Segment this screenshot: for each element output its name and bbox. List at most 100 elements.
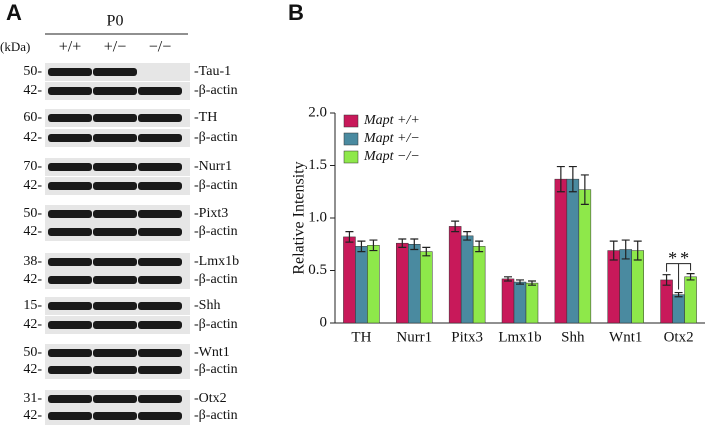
- bar: [472, 246, 486, 324]
- bar: [525, 282, 539, 324]
- significance-bracket: [666, 263, 692, 290]
- band: [48, 302, 92, 310]
- error-bar: [609, 240, 618, 261]
- protein-label: -Pixt3: [194, 206, 228, 221]
- band: [93, 276, 137, 284]
- marker-label: 42-: [23, 224, 42, 239]
- protein-label: -Tau-1: [194, 64, 231, 79]
- marker-label: 60-: [23, 110, 42, 125]
- panel-label: A: [6, 0, 22, 25]
- bar: [607, 250, 620, 324]
- actin-label: -β-actin: [194, 317, 238, 332]
- band: [48, 134, 92, 142]
- band: [93, 349, 137, 357]
- band: [93, 210, 137, 218]
- x-tick-label: TH: [351, 329, 371, 345]
- marker-label: 42-: [23, 317, 42, 332]
- y-tick-label: 2.0: [308, 104, 327, 120]
- band: [138, 210, 182, 218]
- protein-label: -Nurr1: [194, 159, 232, 174]
- band: [93, 228, 137, 236]
- band: [138, 87, 182, 95]
- x-tick-label: Wnt1: [609, 329, 642, 345]
- band: [93, 321, 137, 329]
- protein-label: -Otx2: [194, 391, 227, 406]
- legend-swatch: [343, 132, 359, 146]
- protein-label: -TH: [194, 110, 217, 125]
- band: [138, 163, 182, 171]
- legend-label: Mapt +/−: [363, 131, 420, 146]
- band: [48, 395, 92, 403]
- band: [93, 87, 137, 95]
- legend-swatch: [343, 150, 359, 164]
- y-tick-label: 0: [320, 314, 328, 330]
- legend-label: Mapt +/+: [363, 113, 420, 128]
- actin-label: -β-actin: [194, 362, 238, 377]
- y-axis-label: Relative Intensity: [291, 161, 308, 274]
- marker-label: 42-: [23, 272, 42, 287]
- bar: [343, 236, 356, 324]
- error-bar: [345, 231, 354, 243]
- bar: [367, 245, 380, 324]
- band: [93, 395, 137, 403]
- band: [93, 366, 137, 374]
- bar: [513, 281, 527, 324]
- bar: [554, 178, 568, 324]
- error-bar: [633, 240, 642, 261]
- marker-label: 15-: [23, 298, 42, 313]
- band: [93, 258, 137, 266]
- band: [48, 412, 92, 420]
- band: [138, 134, 182, 142]
- error-bar: [662, 274, 671, 286]
- actin-label: -β-actin: [194, 83, 238, 98]
- error-bar: [504, 276, 512, 282]
- band: [138, 302, 182, 310]
- x-tick-label: Shh: [561, 329, 585, 345]
- y-tick-label: 1.0: [308, 209, 327, 225]
- error-bar: [621, 239, 630, 260]
- band: [48, 321, 92, 329]
- protein-label: -Wnt1: [194, 345, 230, 360]
- actin-label: -β-actin: [194, 178, 238, 193]
- marker-label: 70-: [23, 159, 42, 174]
- band: [138, 182, 182, 190]
- legend-label: Mapt −/−: [363, 149, 420, 164]
- bar: [631, 250, 644, 324]
- significance-star: *: [680, 248, 689, 268]
- band: [48, 182, 92, 190]
- band: [48, 366, 92, 374]
- band: [93, 412, 137, 420]
- band: [48, 228, 92, 236]
- error-bar: [686, 273, 695, 281]
- error-bar: [568, 165, 577, 193]
- band: [138, 412, 182, 420]
- marker-label: 50-: [23, 345, 42, 360]
- actin-label: -β-actin: [194, 224, 238, 239]
- genotype-label: +/−: [104, 39, 127, 56]
- marker-label: 42-: [23, 83, 42, 98]
- error-bar: [463, 231, 472, 241]
- stage-label: P0: [107, 13, 124, 30]
- bar: [578, 189, 592, 324]
- bar: [660, 279, 673, 324]
- marker-label: 38-: [23, 254, 42, 269]
- protein-label: -Lmx1b: [194, 254, 239, 269]
- y-tick-label: 0.5: [308, 262, 327, 278]
- band: [48, 276, 92, 284]
- band: [93, 182, 137, 190]
- band: [138, 228, 182, 236]
- x-tick-label: Lmx1b: [498, 329, 541, 345]
- bar: [355, 246, 368, 324]
- legend-swatch: [343, 114, 359, 128]
- error-bar: [410, 238, 419, 251]
- error-bar: [580, 174, 589, 205]
- genotype-label: +/+: [59, 39, 82, 56]
- bar: [408, 244, 421, 324]
- band: [138, 395, 182, 403]
- unit-label: (kDa): [0, 39, 30, 54]
- genotype-label: −/−: [149, 39, 172, 56]
- x-tick-label: Otx2: [664, 329, 694, 345]
- marker-label: 50-: [23, 206, 42, 221]
- error-bar: [674, 291, 683, 298]
